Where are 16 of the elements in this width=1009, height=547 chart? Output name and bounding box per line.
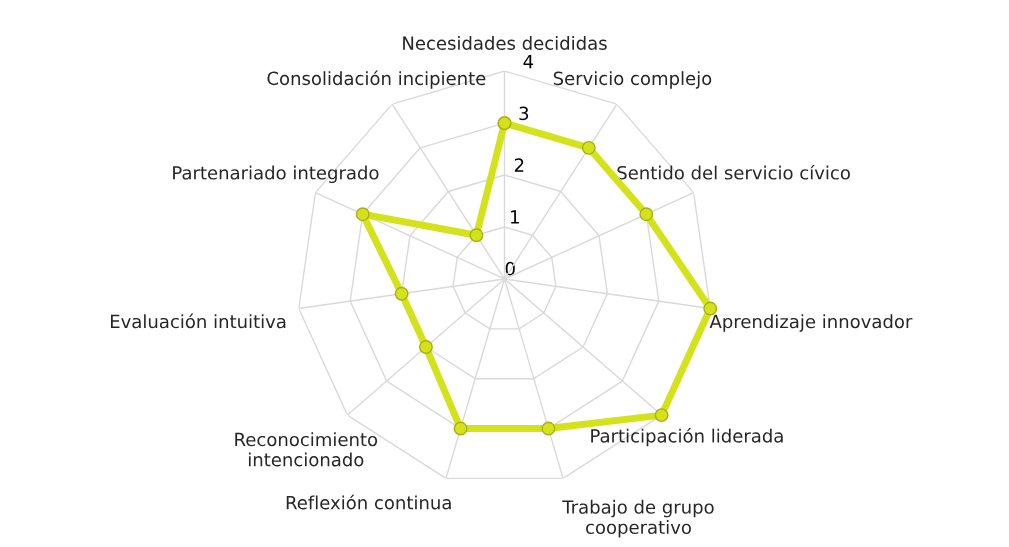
spoke-label: Evaluación intuitiva (110, 313, 286, 329)
y-tick-label: 4 (523, 54, 534, 69)
spoke-label: Reconocimiento intencionado (235, 432, 378, 467)
spoke-label: Sentido del servicio cívico (617, 164, 850, 180)
spoke-label: Reflexión continua (286, 494, 451, 510)
spoke-label: Partenariado integrado (173, 165, 379, 184)
spoke-label: Trabajo de grupo cooperativo (562, 499, 714, 538)
spoke-label: Participación liderada (591, 427, 783, 447)
spoke-label: Servicio complejo (553, 71, 712, 89)
y-tick-label: 0 (505, 261, 515, 276)
spoke-label: Aprendizaje innovador (709, 314, 913, 332)
spoke-label: Consolidación incipiente (267, 70, 486, 89)
y-tick-label: 2 (514, 158, 524, 172)
y-tick-label: 3 (519, 106, 529, 121)
spoke-label: Necesidades decididas (403, 35, 607, 50)
y-tick-label: 1 (511, 210, 519, 224)
